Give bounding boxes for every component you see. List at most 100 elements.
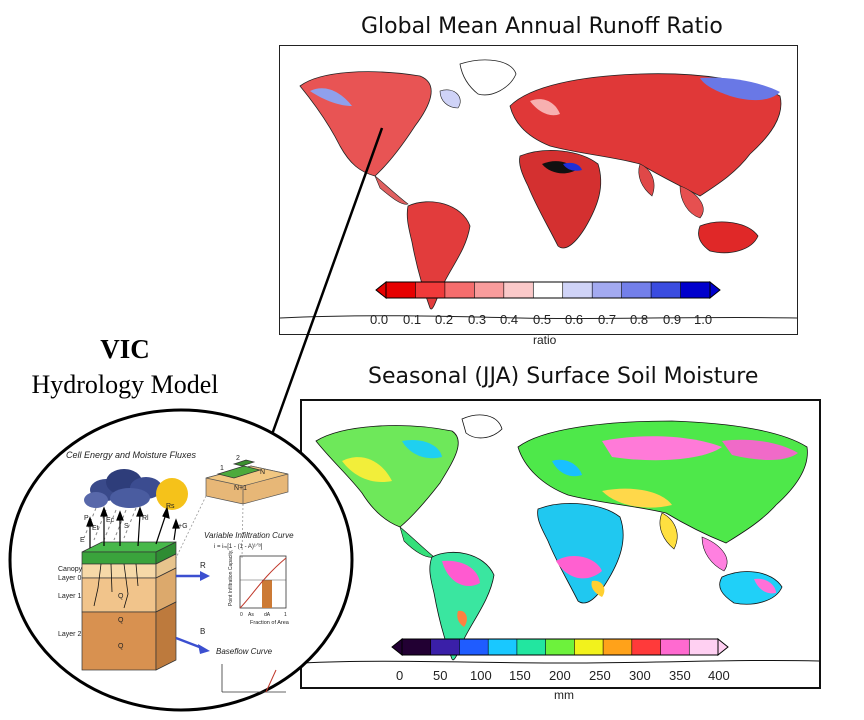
layer-label: Layer 2: [58, 631, 81, 638]
grid-cells: [205, 459, 289, 505]
colorbar-cell: [488, 639, 518, 655]
runoff-tick-label: 0.9: [663, 312, 682, 327]
baseflow-title: Baseflow Curve: [216, 647, 273, 656]
runoff-map-panel: [279, 45, 798, 335]
soil-tick-label: 200: [549, 668, 571, 683]
layer-label: Canopy: [58, 566, 83, 573]
soil-tick-label: 0: [396, 668, 404, 683]
grid-label: 2: [236, 455, 240, 462]
soil-colorbar-tick-labels: 0 50 100 150 200 250 300 350 400: [396, 668, 736, 688]
runoff-tick-label: 0.7: [598, 312, 617, 327]
soil-tick-label: 350: [669, 668, 691, 683]
flux-label: P: [84, 515, 89, 522]
flux-label: Rl: [142, 515, 149, 522]
vic-diagram-svg: Cell Energy and Moisture Fluxes P: [8, 408, 354, 712]
runoff-tick-label: 0.0: [370, 312, 389, 327]
colorbar-cell: [592, 282, 623, 298]
flux-label: S: [124, 523, 129, 530]
flux-label: Rs: [166, 503, 175, 510]
colorbar-cell: [651, 282, 682, 298]
runoff-landmass-australia: [698, 221, 759, 254]
runoff-landmass-eurasia: [509, 73, 782, 197]
soil-column: [81, 541, 177, 671]
baseflow-arrow: [175, 636, 210, 654]
colorbar-cell: [444, 282, 475, 298]
vic-subtitle: Hydrology Model: [31, 370, 219, 399]
sun-icon: [156, 478, 188, 510]
infiltration-chart: [239, 555, 287, 609]
flux-label: E: [80, 537, 85, 544]
flux-label: Ec: [106, 517, 115, 524]
colorbar-cell: [660, 639, 690, 655]
soil-tick-label: 150: [509, 668, 531, 683]
vic-title: VIC: [100, 334, 150, 364]
colorbar-cell: [603, 639, 633, 655]
soil-map-panel: [300, 399, 821, 689]
infiltration-tick: 1: [284, 612, 287, 618]
runoff-landmass-greenland: [459, 59, 517, 96]
infiltration-xlabel: Fraction of Area: [250, 620, 290, 626]
vic-header-text: Cell Energy and Moisture Fluxes: [66, 450, 197, 460]
runoff-tick-label: 0.8: [630, 312, 649, 327]
infiltration-title: Variable Infiltration Curve: [204, 531, 294, 540]
infiltration-tick: dA: [264, 612, 271, 618]
colorbar-cell: [415, 282, 446, 298]
runoff-tick-label: 1.0: [694, 312, 713, 327]
baseflow-chart: [221, 664, 286, 693]
grid-label: N: [260, 469, 265, 476]
q-label: Q: [118, 593, 124, 600]
runoff-arrow: [176, 571, 210, 581]
runoff-tick-label: 0.3: [468, 312, 487, 327]
soil-colorbar-unit: mm: [554, 688, 574, 702]
infiltration-formula: i = iₘ[1 - (1 - A)¹ᐟᵇ]: [214, 543, 263, 550]
colorbar-cell: [562, 282, 593, 298]
infiltration-ylabel: Point Infiltration Capacity, i: [228, 547, 234, 606]
colorbar-cell: [459, 639, 489, 655]
layer-label: Layer 0: [58, 575, 81, 582]
flux-label: Et: [92, 525, 99, 532]
colorbar-cell: [503, 282, 534, 298]
colorbar-cell: [680, 282, 711, 298]
q-label: Q: [118, 617, 124, 624]
soil-tick-label: 400: [708, 668, 730, 683]
soil-tick-label: 250: [589, 668, 611, 683]
colorbar-cell: [533, 282, 564, 298]
soil-map-title: Seasonal (JJA) Surface Soil Moisture: [368, 364, 759, 389]
runoff-tick-label: 0.2: [435, 312, 454, 327]
runoff-colorbar-tick-labels: 0.0 0.1 0.2 0.3 0.4 0.5 0.6 0.7 0.8 0.9 …: [370, 312, 713, 332]
arrow-label: R: [200, 561, 206, 570]
runoff-landmass-north-america: [299, 71, 432, 177]
runoff-tick-label: 0.5: [533, 312, 552, 327]
soil-tick-label: 100: [470, 668, 492, 683]
grid-label: 1: [220, 465, 224, 472]
infiltration-tick: 0: [240, 612, 243, 618]
runoff-map: [280, 59, 797, 320]
colorbar-cell: [689, 639, 719, 655]
soil-map: [302, 414, 819, 664]
runoff-tick-label: 0.1: [403, 312, 422, 327]
runoff-tick-label: 0.4: [500, 312, 519, 327]
vic-diagram: Cell Energy and Moisture Fluxes P: [6, 408, 358, 714]
runoff-colorbar-unit: ratio: [533, 333, 557, 347]
colorbar-cell: [474, 282, 505, 298]
soil-tick-label: 300: [629, 668, 651, 683]
soil-tick-label: 50: [433, 668, 448, 683]
grid-label: N+1: [234, 485, 247, 492]
arrow-label: B: [200, 627, 205, 636]
colorbar-cell: [631, 639, 662, 655]
colorbar-cell: [516, 639, 547, 655]
colorbar-cell: [430, 639, 460, 655]
soil-colorbar: [391, 637, 729, 657]
flux-label: +G: [178, 523, 188, 530]
runoff-tick-label: 0.6: [565, 312, 584, 327]
soil-landmass-africa: [537, 503, 624, 604]
infiltration-tick: As: [248, 612, 254, 618]
colorbar-cell: [386, 282, 416, 298]
runoff-landmass-africa: [519, 150, 602, 249]
runoff-colorbar: [375, 280, 721, 300]
runoff-map-title: Global Mean Annual Runoff Ratio: [361, 14, 723, 39]
cloud-icon: [84, 469, 162, 508]
colorbar-cell: [402, 639, 432, 655]
colorbar-cell: [574, 639, 604, 655]
colorbar-cell: [621, 282, 652, 298]
